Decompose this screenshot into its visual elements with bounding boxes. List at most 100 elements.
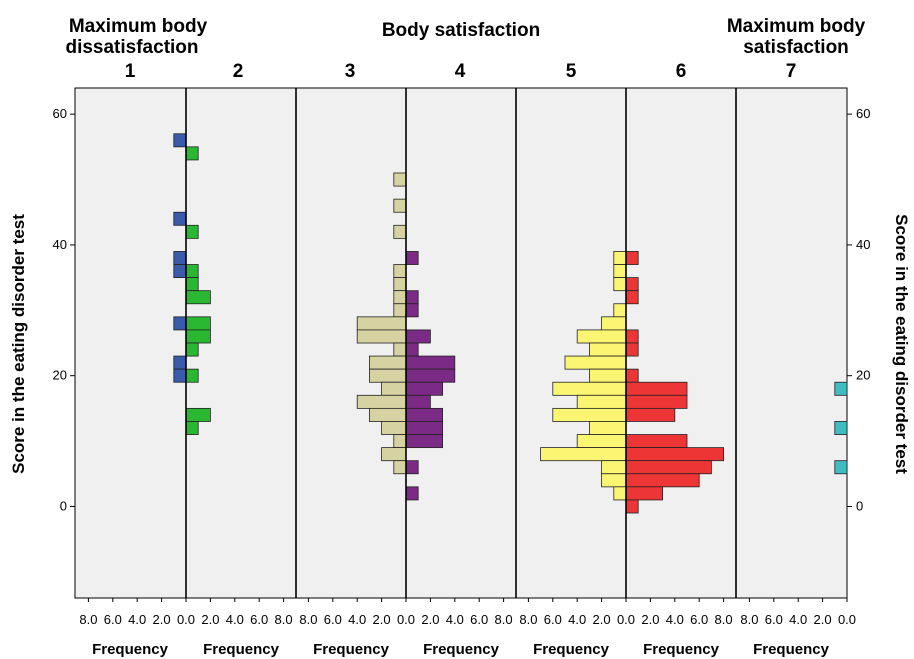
bar-group-5-score-22: [564, 355, 627, 370]
header-right-line-1: Maximum body: [727, 16, 866, 37]
x-tick-label-panel-2-5: 2.0: [421, 612, 439, 627]
x-axis-label-6: Frequency: [643, 641, 720, 658]
y-tick-label-right-0: 0: [856, 498, 863, 513]
bar-group-3-score-22: [368, 355, 407, 370]
y-axis-label-right: Score in the eating disorder test: [892, 214, 911, 474]
header-left-line-1: Maximum body: [69, 16, 208, 37]
bar-group-6-score-8: [625, 447, 724, 462]
x-tick-label-panel-4-1: 6.0: [765, 612, 783, 627]
bar-group-3-score-28: [356, 316, 407, 331]
bar-group-6-score-10: [625, 434, 688, 449]
bar-group-3-score-50: [393, 172, 407, 187]
x-axis-label-1: Frequency: [92, 641, 169, 658]
bar-group-4-score-38: [405, 251, 419, 265]
bar-group-5-score-30: [613, 303, 627, 318]
bar-group-5-score-20: [589, 368, 627, 383]
group-number-5: 5: [566, 61, 577, 82]
bar-group-5-score-26: [576, 329, 627, 344]
bar-group-3-score-36: [393, 264, 407, 279]
bar-group-5-score-8: [540, 447, 627, 462]
x-tick-label-panel-4-2: 4.0: [789, 612, 807, 627]
bar-group-3-score-6: [393, 460, 407, 475]
bar-group-3-score-14: [368, 407, 407, 422]
x-tick-label-panel-2-3: 2.0: [373, 612, 391, 627]
x-tick-label-panel-3-1: 6.0: [544, 612, 562, 627]
bar-group-6-score-34: [625, 277, 639, 292]
x-tick-label-panel-1-0: 8.0: [79, 612, 97, 627]
bar-group-2-score-34: [185, 277, 199, 292]
bar-group-4-score-24: [405, 342, 419, 357]
bar-group-5-score-36: [613, 264, 627, 279]
bar-group-3-score-30: [393, 303, 407, 318]
bar-group-4-score-26: [405, 329, 431, 344]
y-tick-label-left-40: 40: [53, 237, 67, 252]
bar-group-6-score-14: [625, 407, 676, 422]
bar-group-7-score-12: [834, 421, 848, 435]
bar-group-6-score-16: [625, 394, 688, 409]
bar-group-6-score-24: [625, 342, 639, 357]
bar-group-5-score-34: [613, 277, 627, 292]
bar-group-3-score-46: [393, 198, 407, 213]
x-tick-label-panel-3-2: 4.0: [568, 612, 586, 627]
bar-group-5-score-16: [576, 394, 627, 409]
x-tick-label-panel-1-1: 6.0: [104, 612, 122, 627]
bar-group-4-score-18: [405, 381, 443, 396]
header-right-line-2: satisfaction: [743, 37, 849, 58]
bar-group-6-score-2: [625, 486, 663, 501]
x-tick-label-panel-3-3: 2.0: [593, 612, 611, 627]
bar-group-2-score-54: [185, 146, 199, 161]
bar-group-4-score-22: [405, 355, 456, 370]
bar-group-4-score-30: [405, 303, 419, 318]
x-tick-label-panel-1-6: 4.0: [226, 612, 244, 627]
bar-group-2-score-28: [185, 316, 211, 331]
bar-group-3-score-26: [356, 329, 407, 344]
y-tick-label-right-40: 40: [856, 237, 870, 252]
bar-group-3-score-32: [393, 290, 407, 305]
bar-group-4-score-6: [405, 460, 419, 475]
bar-group-4-score-20: [405, 368, 456, 383]
group-number-4: 4: [455, 61, 466, 82]
group-number-2: 2: [233, 61, 244, 82]
bar-group-2-score-32: [185, 290, 211, 305]
bar-group-5-score-12: [589, 421, 627, 435]
x-tick-label-panel-3-4: 0.0: [617, 612, 635, 627]
x-tick-label-panel-3-8: 8.0: [715, 612, 733, 627]
bar-group-4-score-2: [405, 486, 419, 501]
x-tick-label-panel-2-1: 6.0: [324, 612, 342, 627]
x-tick-label-panel-2-4: 0.0: [397, 612, 415, 627]
x-axis-label-4: Frequency: [423, 641, 500, 658]
bar-group-3-score-10: [393, 434, 407, 449]
x-axis-label-3: Frequency: [313, 641, 390, 658]
x-tick-label-panel-3-6: 4.0: [666, 612, 684, 627]
group-headers: Maximum body dissatisfaction Body satisf…: [65, 16, 865, 58]
x-tick-label-panel-3-5: 2.0: [641, 612, 659, 627]
bar-group-3-score-16: [356, 394, 407, 409]
bar-group-1-score-20: [173, 368, 187, 383]
y-tick-label-right-60: 60: [856, 106, 870, 121]
bar-group-3-score-12: [381, 421, 407, 435]
bar-group-5-score-4: [601, 473, 627, 488]
x-tick-label-panel-2-2: 4.0: [348, 612, 366, 627]
group-number-1: 1: [125, 61, 136, 82]
bar-group-5-score-28: [601, 316, 627, 331]
x-tick-label-panel-2-7: 6.0: [470, 612, 488, 627]
bar-group-3-score-8: [381, 447, 407, 462]
bar-group-6-score-4: [625, 473, 700, 488]
bar-group-3-score-24: [393, 342, 407, 357]
bar-group-4-score-14: [405, 407, 443, 422]
bar-group-7-score-6: [834, 460, 848, 475]
x-tick-label-panel-2-0: 8.0: [299, 612, 317, 627]
bar-group-5-score-24: [589, 342, 627, 357]
y-axis-label-left: Score in the eating disorder test: [9, 214, 28, 474]
bar-group-6-score-38: [625, 251, 639, 265]
bar-group-6-score-26: [625, 329, 639, 344]
x-axes: 8.0 6.0 4.0 2.0 0.0 2.0 4.0 6.0 8.0 8.0 6.0 4.0 2.0 0…: [79, 598, 856, 658]
x-axis-label-5: Frequency: [533, 641, 610, 658]
bar-group-3-score-42: [393, 224, 407, 239]
y-tick-label-right-20: 20: [856, 368, 870, 383]
group-numbers: 1 2 3 4 5 6 7: [125, 61, 797, 82]
group-number-3: 3: [345, 61, 356, 82]
bar-group-4-score-16: [405, 394, 431, 409]
x-tick-label-panel-4-4: 0.0: [838, 612, 856, 627]
